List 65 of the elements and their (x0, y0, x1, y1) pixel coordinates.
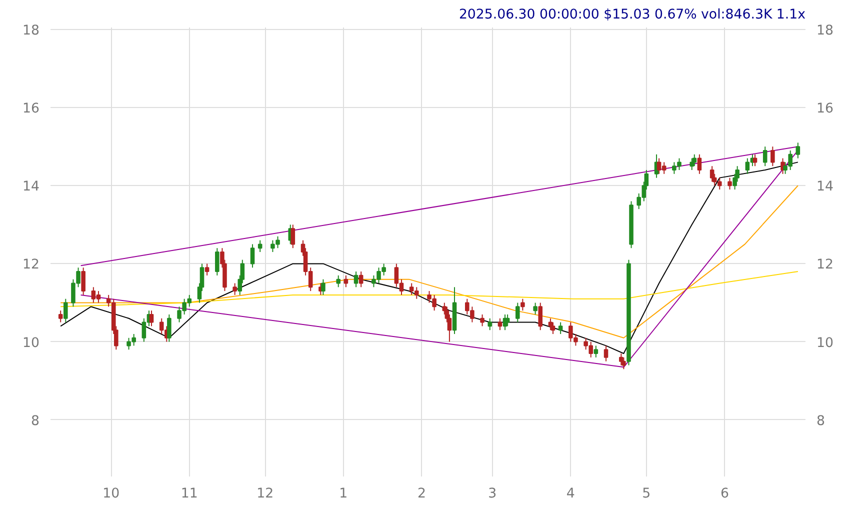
candlestick (215, 248, 220, 276)
candlestick (354, 271, 358, 288)
candlestick (344, 274, 348, 288)
x-tick-label: 6 (720, 486, 729, 502)
candlestick (149, 310, 154, 327)
candlestick (762, 146, 768, 167)
y-tick-label: 14 (22, 180, 40, 195)
candlestick (336, 274, 340, 288)
x-tick-label: 10 (102, 486, 120, 502)
candlestick (533, 302, 538, 315)
candlestick (64, 298, 68, 323)
candlestick (728, 177, 732, 190)
candlestick (692, 154, 697, 167)
y2-tick-label: 16 (816, 102, 834, 117)
candlestick (505, 314, 510, 327)
y-tick-label: 12 (22, 258, 40, 273)
candlestick (619, 353, 624, 366)
candlestick (290, 224, 296, 249)
x-tick-label: 4 (566, 486, 575, 502)
candlestick (622, 356, 626, 370)
candlestick (488, 318, 492, 331)
x-tick-label: 11 (180, 486, 198, 502)
y2-tick-label: 14 (816, 180, 834, 195)
y2-tick-label: 18 (816, 23, 834, 38)
y2-tick-label: 8 (816, 414, 825, 429)
y2-tick-label: 12 (816, 258, 834, 273)
candlestick (697, 154, 702, 174)
x-tick-label: 5 (642, 486, 651, 502)
candlestick (770, 146, 775, 167)
x-tick-label: 1 (339, 486, 348, 502)
candlestick (690, 158, 694, 171)
candlestick (258, 240, 262, 252)
candlestick (752, 154, 758, 167)
candlestick (498, 318, 502, 331)
y-tick-label: 8 (31, 414, 40, 429)
x-tick-label: 2 (417, 486, 426, 502)
candlestick (516, 302, 520, 323)
candlestick (745, 158, 750, 174)
y2-tick-label: 10 (816, 336, 834, 351)
candlestick (232, 282, 237, 296)
candlestick (520, 298, 525, 312)
y-tick-label: 18 (22, 23, 40, 38)
candlestick (321, 278, 326, 296)
x-tick-label: 3 (488, 486, 497, 502)
candlestick (167, 314, 172, 342)
candlestick (480, 314, 484, 327)
candlestick (159, 318, 164, 334)
candlestick (558, 322, 563, 334)
x-tick-label: 12 (256, 486, 274, 502)
candlestick (204, 263, 210, 276)
candlestick (594, 345, 598, 358)
candlestick (550, 322, 556, 334)
candlestick (710, 166, 714, 182)
candlestick (142, 318, 146, 342)
line-series (60, 185, 798, 338)
candlestick (358, 271, 364, 288)
candlestick (250, 244, 255, 268)
y-tick-label: 10 (22, 336, 40, 351)
candlestick (58, 310, 63, 323)
candlestick (604, 345, 608, 362)
y-tick-label: 16 (22, 102, 40, 117)
chart-title: 2025.06.30 00:00:00 $15.03 0.67% vol:846.3K 1.1x (458, 8, 806, 22)
candlestick (796, 142, 800, 159)
candlestick (538, 302, 543, 331)
candlestick (81, 267, 86, 296)
